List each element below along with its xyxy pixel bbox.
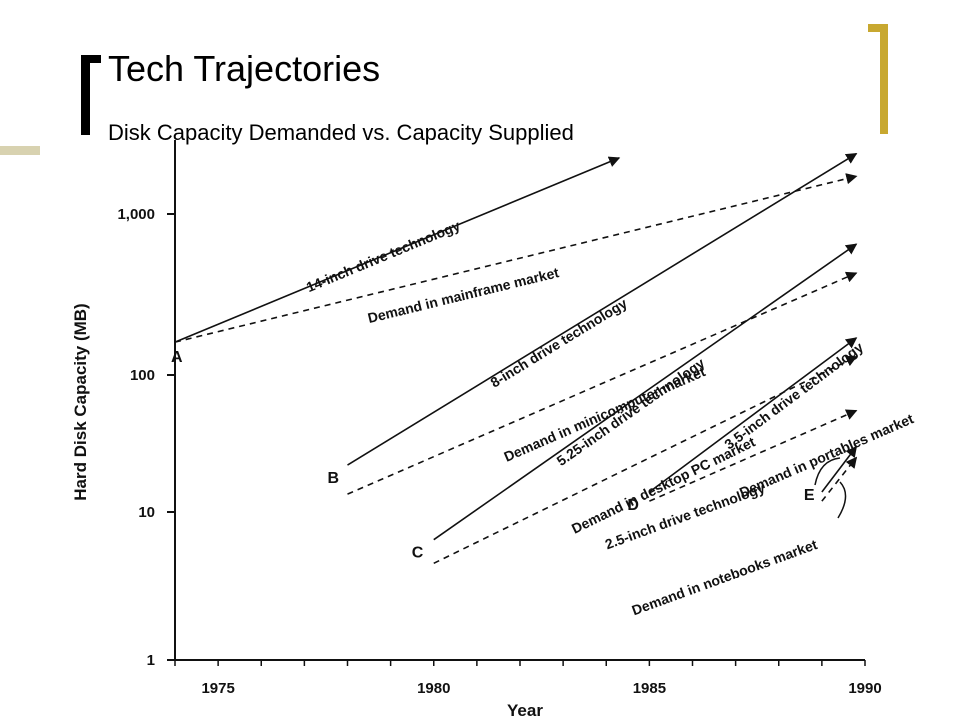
series-label-10: Demand in notebooks market (630, 536, 820, 618)
y-tick-label: 10 (138, 504, 155, 521)
series-line-5 (433, 243, 858, 541)
point-label-e: E (804, 487, 815, 504)
series-line-9 (821, 445, 858, 493)
x-tick-label: 1985 (633, 680, 666, 697)
series-label-1: 14-inch drive technology (304, 217, 463, 295)
left-bracket-decoration (81, 55, 90, 135)
point-label-c: C (412, 545, 424, 562)
x-tick-label: 1990 (848, 680, 881, 697)
point-label-a: A (171, 349, 183, 366)
x-tick-label: 1980 (417, 680, 450, 697)
x-axis-title: Year (507, 701, 543, 720)
y-tick-label: 100 (130, 367, 155, 384)
right-bracket-top-decoration (868, 24, 888, 32)
y-axis-title: Hard Disk Capacity (MB) (71, 303, 90, 500)
series-line-6 (433, 355, 858, 565)
series-line-7 (648, 337, 858, 493)
bracket-arc-bottom (837, 481, 847, 519)
series-line-8 (649, 409, 858, 502)
point-label-d: D (627, 497, 639, 514)
series-label-2: Demand in mainframe market (366, 264, 561, 326)
bracket-arc-top (814, 457, 841, 486)
series-line-1 (174, 156, 621, 343)
series-label-3: 8-inch drive technology (487, 295, 630, 391)
series-label-9: 2.5-inch drive technology (603, 479, 767, 552)
x-tick-label: 1975 (201, 680, 234, 697)
series-label-7: 3.5-inch drive technology (721, 339, 866, 453)
slide-title: Tech Trajectories (108, 48, 381, 89)
series-line-2 (174, 173, 858, 343)
point-label-b: B (328, 470, 340, 487)
y-tick-label: 1 (147, 652, 155, 669)
series-line-10 (821, 456, 858, 502)
series-line-4 (347, 271, 858, 495)
left-bracket-top-decoration (81, 55, 101, 63)
slide-subtitle: Disk Capacity Demanded vs. Capacity Supp… (108, 120, 574, 145)
y-tick-label: 1,000 (117, 206, 155, 223)
right-bracket-decoration (880, 24, 888, 134)
series-line-3 (347, 152, 858, 466)
side-accent-bar (0, 146, 40, 155)
